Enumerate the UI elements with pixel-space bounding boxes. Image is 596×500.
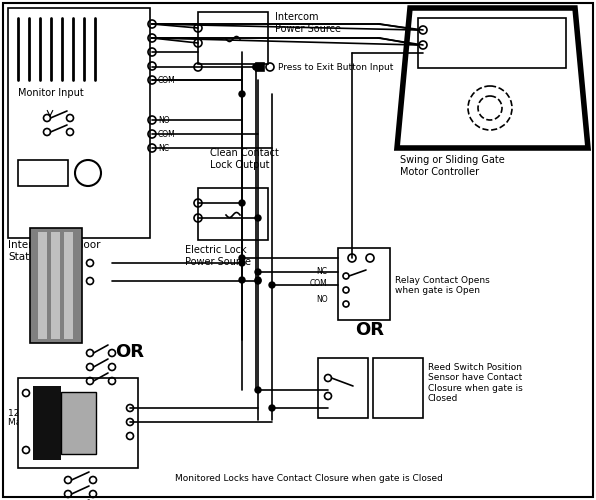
- Bar: [38, 232, 47, 339]
- Text: NO: NO: [316, 296, 328, 304]
- Bar: [33, 386, 61, 460]
- Bar: [61, 392, 96, 454]
- Bar: [418, 18, 566, 68]
- Bar: [64, 232, 73, 339]
- Text: or Light Output: or Light Output: [430, 35, 499, 44]
- Text: NC: NC: [158, 144, 169, 153]
- Text: OR: OR: [355, 321, 384, 339]
- Circle shape: [239, 91, 245, 97]
- Bar: [18, 378, 138, 468]
- Text: Relay Contact Opens
when gate is Open: Relay Contact Opens when gate is Open: [395, 276, 490, 295]
- Circle shape: [255, 215, 261, 221]
- Text: NC: NC: [316, 266, 327, 276]
- Text: Electric Lock
Power Source: Electric Lock Power Source: [185, 245, 251, 266]
- Circle shape: [255, 269, 261, 275]
- Text: Monitored Locks have Contact Closure when gate is Closed: Monitored Locks have Contact Closure whe…: [175, 474, 443, 483]
- Text: Intercom
Power Source: Intercom Power Source: [275, 12, 341, 34]
- Text: Open Indicator: Open Indicator: [430, 22, 497, 31]
- Polygon shape: [397, 8, 588, 148]
- Text: Swing or Sliding Gate
Motor Controller: Swing or Sliding Gate Motor Controller: [400, 155, 505, 176]
- Circle shape: [269, 405, 275, 411]
- Circle shape: [255, 387, 261, 393]
- Text: Reed Switch Position
Sensor have Contact
Closure when gate is
Closed: Reed Switch Position Sensor have Contact…: [428, 363, 523, 403]
- Text: OR: OR: [116, 343, 144, 361]
- Circle shape: [239, 277, 245, 283]
- Bar: [198, 12, 268, 64]
- Bar: [8, 8, 150, 238]
- Text: Clean Contact
Lock Output: Clean Contact Lock Output: [210, 148, 279, 170]
- Bar: [256, 63, 264, 71]
- Circle shape: [255, 278, 261, 284]
- Text: NO: NO: [158, 116, 170, 125]
- Text: Press to Exit Button Input: Press to Exit Button Input: [278, 63, 393, 72]
- Circle shape: [239, 200, 245, 206]
- Bar: [198, 188, 268, 240]
- Circle shape: [269, 282, 275, 288]
- Bar: [18, 160, 68, 186]
- Bar: [30, 228, 82, 343]
- Circle shape: [239, 255, 245, 261]
- Bar: [51, 232, 60, 339]
- Bar: [338, 248, 390, 320]
- Text: COM: COM: [158, 130, 176, 139]
- Circle shape: [239, 260, 245, 266]
- Circle shape: [253, 64, 259, 70]
- Bar: [318, 358, 368, 418]
- Text: Monitor Input: Monitor Input: [18, 88, 84, 98]
- Circle shape: [253, 64, 259, 70]
- Circle shape: [255, 277, 261, 283]
- Text: Intercom Outdoor
Station: Intercom Outdoor Station: [8, 240, 101, 262]
- Text: COM: COM: [310, 280, 328, 288]
- Text: 12/24VDC Monitored
Magnetic Lock: 12/24VDC Monitored Magnetic Lock: [8, 408, 101, 428]
- Bar: [373, 358, 423, 418]
- Text: COM: COM: [158, 76, 176, 85]
